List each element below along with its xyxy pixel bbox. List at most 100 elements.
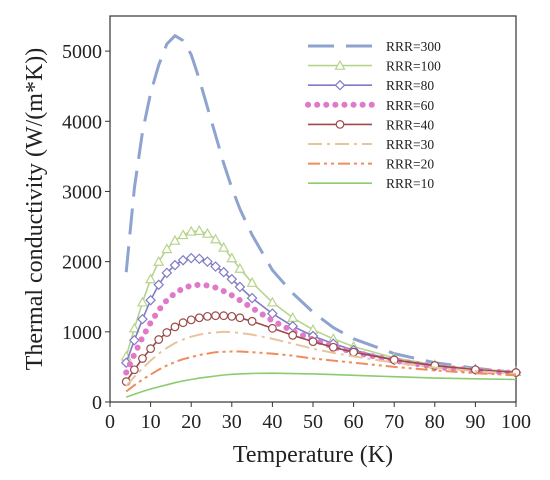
legend-item: RRR=80 xyxy=(308,78,434,93)
triangle-marker xyxy=(177,229,189,240)
triangle-marker xyxy=(201,227,213,238)
diamond-marker xyxy=(234,281,246,293)
series-rrr-300 xyxy=(124,34,517,374)
legend-label: RRR=10 xyxy=(386,176,434,191)
legend-label: RRR=30 xyxy=(386,137,434,152)
circle-marker xyxy=(170,322,180,332)
circle-marker xyxy=(235,313,245,323)
diamond-marker xyxy=(129,334,140,346)
x-tick-label: 40 xyxy=(262,411,282,433)
legend-item: RRR=60 xyxy=(305,98,434,113)
series-rrr-30 xyxy=(125,330,517,387)
series-line xyxy=(125,372,517,398)
legend-label: RRR=60 xyxy=(386,98,434,113)
circle-marker xyxy=(138,354,147,363)
diamond-marker xyxy=(334,79,346,91)
diamond-marker xyxy=(210,261,221,272)
triangle-marker xyxy=(128,322,140,333)
triangle-marker xyxy=(153,255,165,266)
circle-marker xyxy=(288,330,298,340)
triangle-marker xyxy=(218,241,230,252)
triangle-marker xyxy=(136,296,148,307)
diamond-marker xyxy=(246,292,258,304)
x-tick-label: 100 xyxy=(501,411,531,433)
circle-marker xyxy=(308,337,318,347)
triangle-marker xyxy=(234,262,246,273)
series-line xyxy=(125,350,517,393)
triangle-marker xyxy=(161,243,173,254)
legend-item: RRR=20 xyxy=(308,157,434,172)
diamond-marker xyxy=(185,252,197,264)
series-line xyxy=(124,34,517,374)
x-tick-label: 60 xyxy=(344,411,364,433)
y-tick-label: 5000 xyxy=(62,41,102,63)
y-tick-label: 2000 xyxy=(62,252,102,274)
diamond-marker xyxy=(120,357,132,369)
diamond-marker xyxy=(193,253,205,265)
circle-marker xyxy=(268,323,277,333)
circle-marker xyxy=(194,313,204,323)
y-axis-title: Thermal conductivity (W/(m*K)) xyxy=(22,48,48,371)
series-rrr-40 xyxy=(121,311,521,387)
legend-item: RRR=300 xyxy=(308,39,441,54)
circle-marker xyxy=(211,311,220,321)
y-tick-label: 0 xyxy=(92,392,102,414)
circle-marker xyxy=(328,342,338,352)
x-tick-label: 90 xyxy=(465,411,485,433)
diamond-marker xyxy=(218,266,230,278)
triangle-marker xyxy=(185,225,197,236)
circle-marker xyxy=(349,347,359,357)
legend-label: RRR=80 xyxy=(386,78,434,93)
y-tick-label: 4000 xyxy=(62,111,102,133)
triangle-marker xyxy=(145,273,157,284)
legend-label: RRR=300 xyxy=(386,39,441,54)
circle-marker xyxy=(129,365,139,375)
x-tick-label: 0 xyxy=(105,411,115,433)
circle-marker xyxy=(203,311,212,321)
circle-marker xyxy=(186,315,196,325)
series-line xyxy=(125,330,517,387)
diamond-marker xyxy=(202,256,213,267)
legend-item: RRR=40 xyxy=(308,117,434,132)
circle-marker xyxy=(227,311,237,321)
legend-label: RRR=20 xyxy=(386,157,434,172)
circle-marker xyxy=(154,335,164,344)
x-tick-label: 20 xyxy=(181,411,201,433)
circle-marker xyxy=(219,311,229,321)
circle-marker xyxy=(335,119,345,129)
circle-marker xyxy=(247,316,257,326)
diamond-marker xyxy=(161,267,173,279)
legend-label: RRR=100 xyxy=(386,59,441,74)
data-series xyxy=(120,34,522,398)
x-tick-label: 30 xyxy=(222,411,242,433)
diamond-marker xyxy=(226,273,238,285)
triangle-marker xyxy=(210,233,222,244)
diamond-marker xyxy=(177,254,189,266)
circle-marker xyxy=(162,328,172,337)
legend-item: RRR=30 xyxy=(308,137,434,152)
legend: RRR=300 RRR=100 RRR=80 RRR=60 RRR=40 RRR=30 RR… xyxy=(305,39,441,191)
x-axis-title: Temperature (K) xyxy=(233,442,393,468)
triangle-marker xyxy=(334,59,346,70)
series-rrr-20 xyxy=(125,350,517,393)
circle-marker xyxy=(146,344,156,354)
triangle-marker xyxy=(226,252,238,263)
x-tick-label: 10 xyxy=(141,411,161,433)
series-rrr-10 xyxy=(125,372,517,398)
diamond-marker xyxy=(145,294,156,306)
triangle-marker xyxy=(169,234,181,245)
axis-ticks: 0 10 20 30 40 50 60 70 80 90 100010002000300040005… xyxy=(62,41,531,433)
x-tick-label: 70 xyxy=(384,411,404,433)
x-tick-label: 50 xyxy=(303,411,323,433)
diamond-marker xyxy=(153,279,165,291)
y-tick-label: 3000 xyxy=(62,181,102,203)
triangle-marker xyxy=(246,276,258,287)
triangle-marker xyxy=(266,296,278,307)
y-tick-label: 1000 xyxy=(62,322,102,344)
circle-marker xyxy=(178,318,188,328)
triangle-marker xyxy=(193,225,205,235)
diamond-marker xyxy=(169,259,181,271)
legend-item: RRR=100 xyxy=(308,59,441,74)
diamond-marker xyxy=(137,313,148,325)
